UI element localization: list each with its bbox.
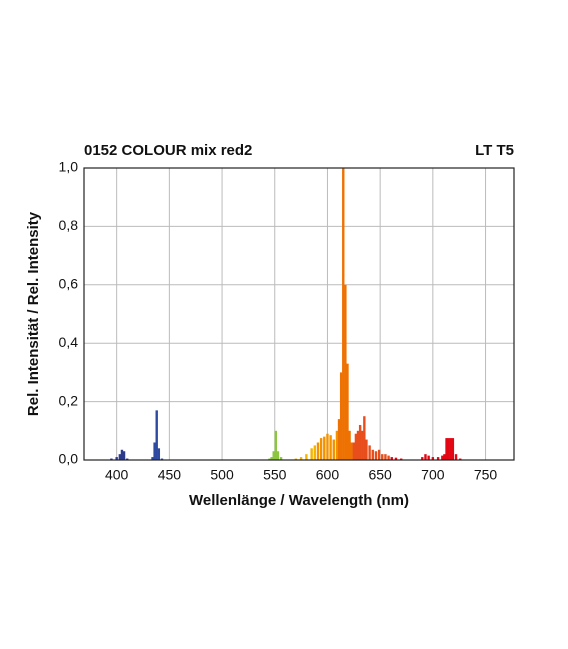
spectral-bar xyxy=(313,445,317,460)
spectral-bar xyxy=(384,454,387,460)
spectral-bar xyxy=(445,438,448,460)
spectral-bar xyxy=(326,433,329,460)
spectral-bar xyxy=(356,430,360,460)
spectral-bar xyxy=(381,454,384,460)
y-tick-label: 1,0 xyxy=(59,159,79,175)
spectral-bar xyxy=(427,455,430,460)
chart-title: 0152 COLOUR mix red2 xyxy=(84,142,252,159)
spectral-bar xyxy=(377,449,381,460)
y-tick-label: 0,0 xyxy=(59,451,79,467)
spectral-bar xyxy=(122,451,126,460)
spectral-bar xyxy=(305,454,308,460)
spectral-bar xyxy=(374,451,378,460)
spectral-bar xyxy=(358,424,362,460)
spectral-bar xyxy=(272,451,275,460)
spectral-bar xyxy=(443,454,446,460)
spectral-bar xyxy=(110,458,113,460)
spectral-bar xyxy=(153,442,156,460)
spectral-bar xyxy=(459,458,462,460)
spectral-bar xyxy=(344,284,347,460)
spectral-bar xyxy=(160,458,164,460)
spectral-bar xyxy=(441,455,444,460)
spectral-bar xyxy=(316,442,320,460)
spectral-bar xyxy=(447,438,450,460)
spectral-bar xyxy=(268,458,271,460)
x-tick-label: 750 xyxy=(474,467,498,483)
spectral-bar xyxy=(323,436,326,460)
spectral-bar xyxy=(126,458,129,460)
spectral-bar xyxy=(337,419,341,460)
y-axis-label: Rel. Intensität / Rel. Intensity xyxy=(25,211,42,416)
y-tick-label: 0,8 xyxy=(59,217,79,233)
spectral-bar xyxy=(319,438,323,460)
spectral-bar xyxy=(390,457,393,460)
x-tick-label: 500 xyxy=(210,467,234,483)
spectral-bar xyxy=(329,435,332,460)
spectral-bar xyxy=(449,438,452,460)
spectral-bar xyxy=(332,439,335,460)
spectral-bar xyxy=(350,442,353,460)
spectral-bar xyxy=(400,458,403,460)
x-axis-label: Wellenlänge / Wavelength (nm) xyxy=(189,492,409,509)
spectral-bar xyxy=(155,410,158,460)
spectral-bar xyxy=(279,457,283,460)
spectral-bar xyxy=(431,457,435,460)
spectral-bar xyxy=(387,455,390,460)
spectral-bar xyxy=(151,457,154,460)
spectral-bar xyxy=(365,439,368,460)
chart-subtitle: LT T5 xyxy=(475,142,514,159)
spectral-bar xyxy=(424,454,427,460)
spectral-bar xyxy=(274,430,278,460)
spectral-bar xyxy=(342,168,345,460)
spectral-bar xyxy=(436,457,440,460)
spectral-bar xyxy=(335,430,339,460)
spectral-bar xyxy=(299,457,303,460)
spectral-bar xyxy=(371,449,374,460)
x-tick-label: 550 xyxy=(263,467,287,483)
spectral-bar xyxy=(348,430,351,460)
spectral-bar xyxy=(310,448,313,460)
x-tick-label: 600 xyxy=(316,467,340,483)
y-tick-label: 0,2 xyxy=(59,392,79,408)
plot-frame xyxy=(83,167,515,461)
x-tick-label: 450 xyxy=(158,467,182,483)
spectral-bar xyxy=(120,449,124,460)
spectral-bar xyxy=(352,442,356,460)
spectral-bar xyxy=(339,372,343,460)
x-tick-label: 700 xyxy=(421,467,445,483)
spectral-bar xyxy=(118,454,122,460)
x-tick-label: 400 xyxy=(105,467,129,483)
spectral-bar xyxy=(270,457,273,460)
spectral-bar xyxy=(294,458,298,460)
spectral-bar xyxy=(157,448,161,460)
y-tick-label: 0,4 xyxy=(59,334,79,350)
spectral-bar xyxy=(346,363,349,460)
x-tick-label: 650 xyxy=(368,467,392,483)
spectral-bar xyxy=(276,451,280,460)
spectral-bar xyxy=(363,416,366,460)
spectral-bar xyxy=(421,457,424,460)
spectral-bar xyxy=(368,445,371,460)
spectral-bar xyxy=(451,438,455,460)
spectral-bar xyxy=(354,433,358,460)
spectral-bar xyxy=(115,457,118,460)
spectral-bar xyxy=(394,457,398,460)
spectral-bar xyxy=(454,454,458,460)
y-tick-label: 0,6 xyxy=(59,276,79,292)
spectral-bar xyxy=(361,430,364,460)
